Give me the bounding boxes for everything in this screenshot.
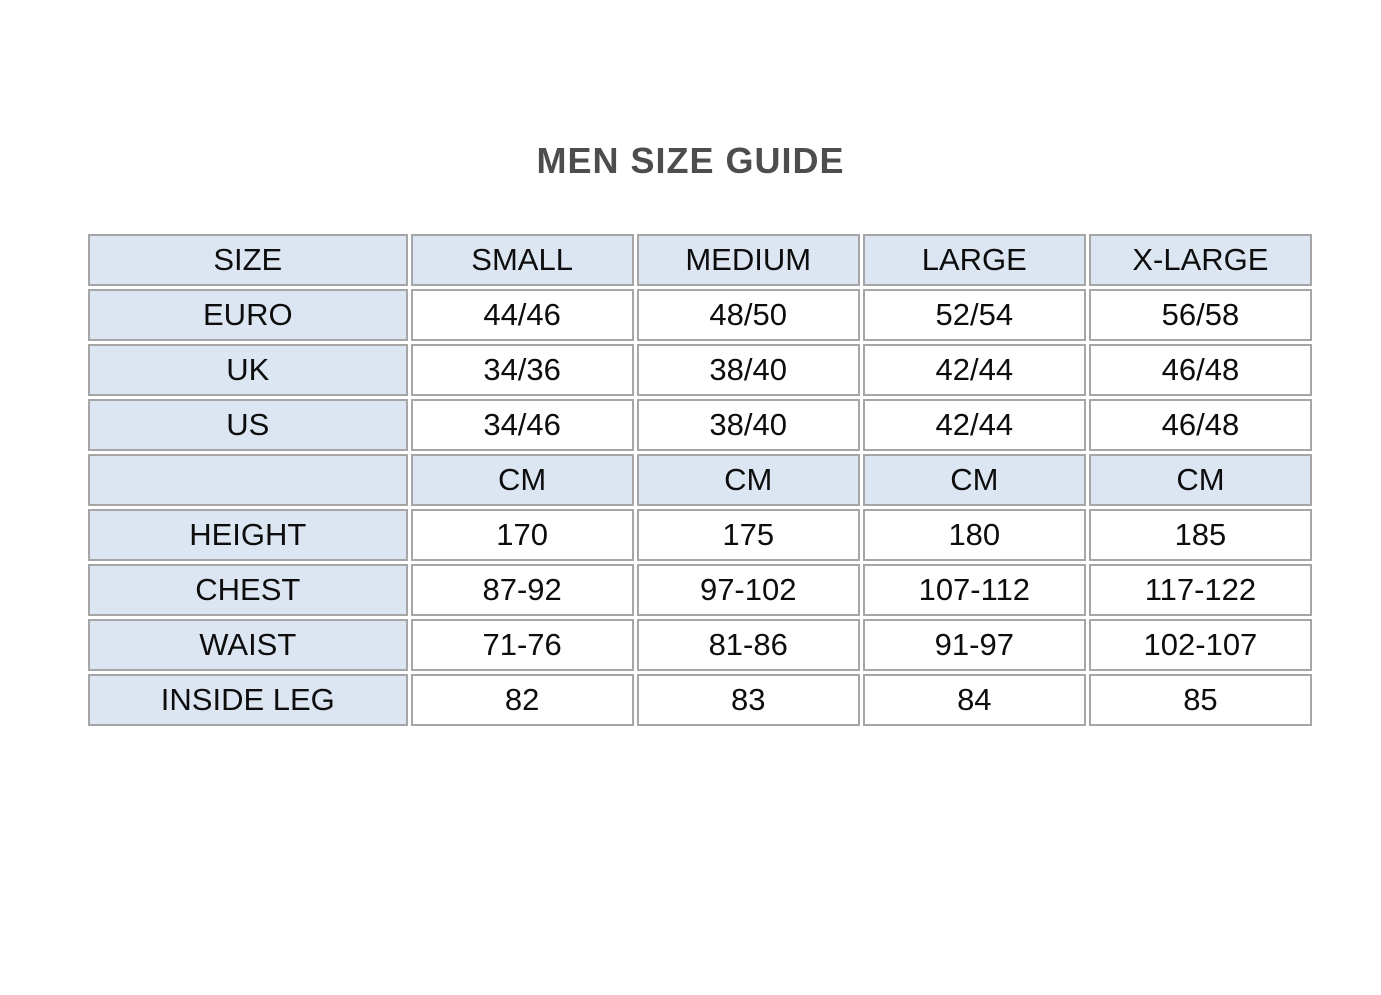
cell-value: 38/40	[636, 399, 860, 451]
cell-value: 117-122	[1088, 564, 1312, 616]
unit-cell: CM	[410, 454, 634, 506]
cell-value: 48/50	[636, 289, 860, 341]
table-row-units: CM CM CM CM	[88, 454, 1312, 506]
cell-value: 38/40	[636, 344, 860, 396]
cell-value: 185	[1088, 509, 1312, 561]
size-guide-table: SIZE SMALL MEDIUM LARGE X-LARGE EURO 44/…	[85, 231, 1315, 729]
cell-value: 91-97	[862, 619, 1086, 671]
cell-value: 56/58	[1088, 289, 1312, 341]
cell-value: 46/48	[1088, 399, 1312, 451]
cell-value: 42/44	[862, 399, 1086, 451]
cell-value: 97-102	[636, 564, 860, 616]
header-cell-size: SIZE	[88, 234, 408, 286]
row-label: UK	[88, 344, 408, 396]
table-row-uk: UK 34/36 38/40 42/44 46/48	[88, 344, 1312, 396]
cell-value: 175	[636, 509, 860, 561]
row-label: US	[88, 399, 408, 451]
cell-value: 85	[1088, 674, 1312, 726]
table-row-height: HEIGHT 170 175 180 185	[88, 509, 1312, 561]
cell-value: 107-112	[862, 564, 1086, 616]
header-cell-xlarge: X-LARGE	[1088, 234, 1312, 286]
cell-value: 170	[410, 509, 634, 561]
row-label: WAIST	[88, 619, 408, 671]
header-cell-small: SMALL	[410, 234, 634, 286]
cell-value: 102-107	[1088, 619, 1312, 671]
cell-value: 34/36	[410, 344, 634, 396]
row-label: INSIDE LEG	[88, 674, 408, 726]
table-row-us: US 34/46 38/40 42/44 46/48	[88, 399, 1312, 451]
cell-value: 83	[636, 674, 860, 726]
row-label	[88, 454, 408, 506]
cell-value: 82	[410, 674, 634, 726]
cell-value: 87-92	[410, 564, 634, 616]
cell-value: 44/46	[410, 289, 634, 341]
cell-value: 81-86	[636, 619, 860, 671]
table-row-euro: EURO 44/46 48/50 52/54 56/58	[88, 289, 1312, 341]
table-row-inside-leg: INSIDE LEG 82 83 84 85	[88, 674, 1312, 726]
row-label: HEIGHT	[88, 509, 408, 561]
unit-cell: CM	[862, 454, 1086, 506]
cell-value: 42/44	[862, 344, 1086, 396]
cell-value: 71-76	[410, 619, 634, 671]
table-header-row: SIZE SMALL MEDIUM LARGE X-LARGE	[88, 234, 1312, 286]
cell-value: 84	[862, 674, 1086, 726]
header-cell-large: LARGE	[862, 234, 1086, 286]
cell-value: 52/54	[862, 289, 1086, 341]
row-label: EURO	[88, 289, 408, 341]
cell-value: 34/46	[410, 399, 634, 451]
row-label: CHEST	[88, 564, 408, 616]
table-row-waist: WAIST 71-76 81-86 91-97 102-107	[88, 619, 1312, 671]
cell-value: 46/48	[1088, 344, 1312, 396]
page-title: MEN SIZE GUIDE	[536, 140, 845, 181]
cell-value: 180	[862, 509, 1086, 561]
header-cell-medium: MEDIUM	[636, 234, 860, 286]
unit-cell: CM	[1088, 454, 1312, 506]
unit-cell: CM	[636, 454, 860, 506]
table-row-chest: CHEST 87-92 97-102 107-112 117-122	[88, 564, 1312, 616]
